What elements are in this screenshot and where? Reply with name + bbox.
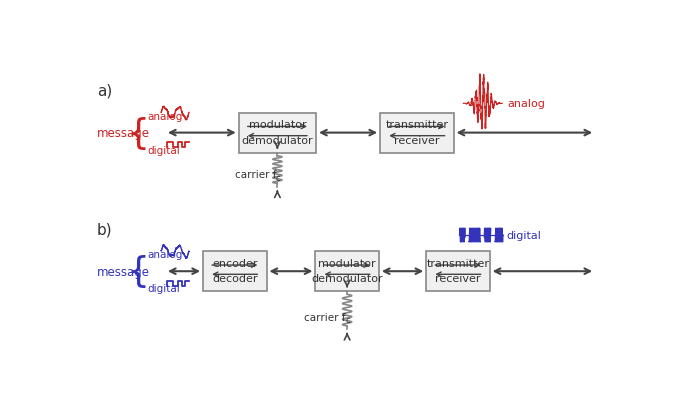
Bar — [426, 252, 490, 292]
Text: digital: digital — [506, 230, 541, 240]
Text: analog: analog — [147, 250, 183, 260]
Bar — [380, 113, 454, 153]
Text: demodulator: demodulator — [241, 135, 313, 145]
Text: receiver: receiver — [435, 273, 481, 283]
Text: modulator: modulator — [248, 120, 306, 130]
Bar — [315, 252, 379, 292]
Text: analog: analog — [508, 99, 545, 109]
Text: carrier f: carrier f — [234, 170, 276, 180]
Text: decoder: decoder — [212, 273, 258, 283]
Text: {: { — [127, 254, 149, 289]
Text: analog: analog — [147, 112, 183, 121]
Text: digital: digital — [147, 145, 180, 155]
Bar — [239, 113, 316, 153]
Text: modulator: modulator — [318, 258, 376, 268]
Text: demodulator: demodulator — [312, 273, 383, 283]
Text: {: { — [127, 116, 149, 150]
Text: digital: digital — [147, 283, 180, 294]
Text: a): a) — [97, 83, 112, 99]
Text: encoder: encoder — [212, 258, 258, 268]
Text: c: c — [276, 173, 281, 182]
Text: message: message — [97, 265, 150, 278]
Text: transmitter: transmitter — [426, 258, 489, 268]
Bar — [203, 252, 267, 292]
Text: receiver: receiver — [394, 135, 440, 145]
Text: carrier f: carrier f — [304, 312, 346, 322]
Text: transmitter: transmitter — [386, 120, 449, 130]
Text: message: message — [97, 127, 150, 140]
Text: b): b) — [97, 222, 113, 237]
Text: c: c — [346, 315, 350, 324]
